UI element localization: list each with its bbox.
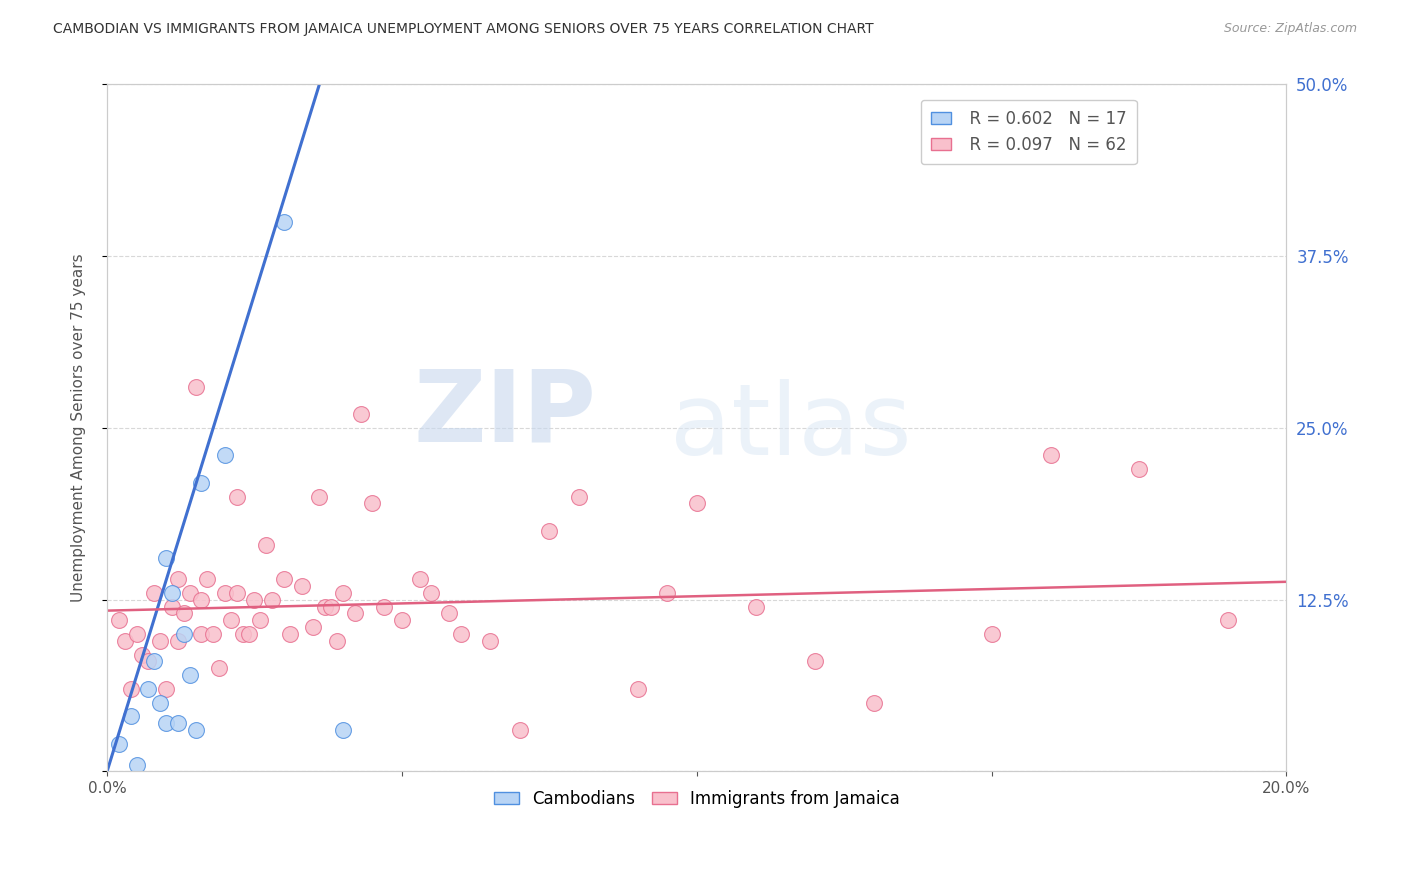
Point [479, 633, 502, 648]
Point [125, 627, 148, 641]
Point [114, 633, 136, 648]
Point [1128, 462, 1150, 476]
Point [173, 607, 195, 621]
Point [143, 586, 166, 600]
Point [361, 496, 384, 510]
Point [343, 607, 366, 621]
Point [321, 599, 343, 614]
Point [131, 648, 153, 662]
Point [202, 627, 225, 641]
Legend: Cambodians, Immigrants from Jamaica: Cambodians, Immigrants from Jamaica [486, 783, 907, 814]
Point [862, 696, 884, 710]
Y-axis label: Unemployment Among Seniors over 75 years: Unemployment Among Seniors over 75 years [72, 253, 86, 602]
Point [803, 655, 825, 669]
Point [273, 572, 295, 586]
Point [373, 599, 395, 614]
Point [1039, 449, 1062, 463]
Text: ZIP: ZIP [413, 366, 596, 463]
Point [138, 681, 160, 696]
Point [538, 524, 561, 538]
Point [214, 586, 236, 600]
Point [232, 627, 254, 641]
Point [166, 633, 188, 648]
Point [450, 627, 472, 641]
Point [166, 572, 188, 586]
Point [190, 627, 212, 641]
Point [120, 709, 142, 723]
Point [190, 475, 212, 490]
Point [745, 599, 768, 614]
Point [302, 620, 325, 634]
Point [278, 627, 301, 641]
Point [155, 681, 177, 696]
Point [308, 490, 330, 504]
Point [179, 586, 201, 600]
Point [190, 592, 212, 607]
Point [509, 723, 531, 738]
Point [437, 607, 460, 621]
Point [219, 613, 242, 627]
Point [214, 449, 236, 463]
Point [143, 655, 166, 669]
Point [138, 655, 160, 669]
Point [980, 627, 1002, 641]
Point [657, 586, 679, 600]
Point [125, 757, 148, 772]
Point [225, 586, 247, 600]
Point [184, 723, 207, 738]
Point [326, 633, 349, 648]
Point [249, 613, 271, 627]
Point [184, 380, 207, 394]
Point [120, 681, 142, 696]
Point [160, 599, 183, 614]
Point [195, 572, 218, 586]
Point [568, 490, 591, 504]
Point [149, 696, 172, 710]
Point [332, 586, 354, 600]
Point [166, 716, 188, 731]
Point [254, 538, 277, 552]
Point [179, 668, 201, 682]
Point [243, 592, 266, 607]
Point [420, 586, 443, 600]
Text: CAMBODIAN VS IMMIGRANTS FROM JAMAICA UNEMPLOYMENT AMONG SENIORS OVER 75 YEARS CO: CAMBODIAN VS IMMIGRANTS FROM JAMAICA UNE… [53, 22, 875, 37]
Point [332, 723, 354, 738]
Point [1216, 613, 1239, 627]
Point [225, 490, 247, 504]
Point [160, 586, 183, 600]
Point [108, 737, 131, 751]
Point [262, 592, 284, 607]
Point [408, 572, 430, 586]
Point [350, 407, 373, 421]
Point [155, 551, 177, 566]
Point [291, 579, 314, 593]
Text: Source: ZipAtlas.com: Source: ZipAtlas.com [1223, 22, 1357, 36]
Point [108, 613, 131, 627]
Point [686, 496, 709, 510]
Point [173, 627, 195, 641]
Point [273, 215, 295, 229]
Point [149, 633, 172, 648]
Point [627, 681, 650, 696]
Point [238, 627, 260, 641]
Point [391, 613, 413, 627]
Point [314, 599, 336, 614]
Point [208, 661, 231, 675]
Text: atlas: atlas [671, 379, 912, 476]
Point [155, 716, 177, 731]
